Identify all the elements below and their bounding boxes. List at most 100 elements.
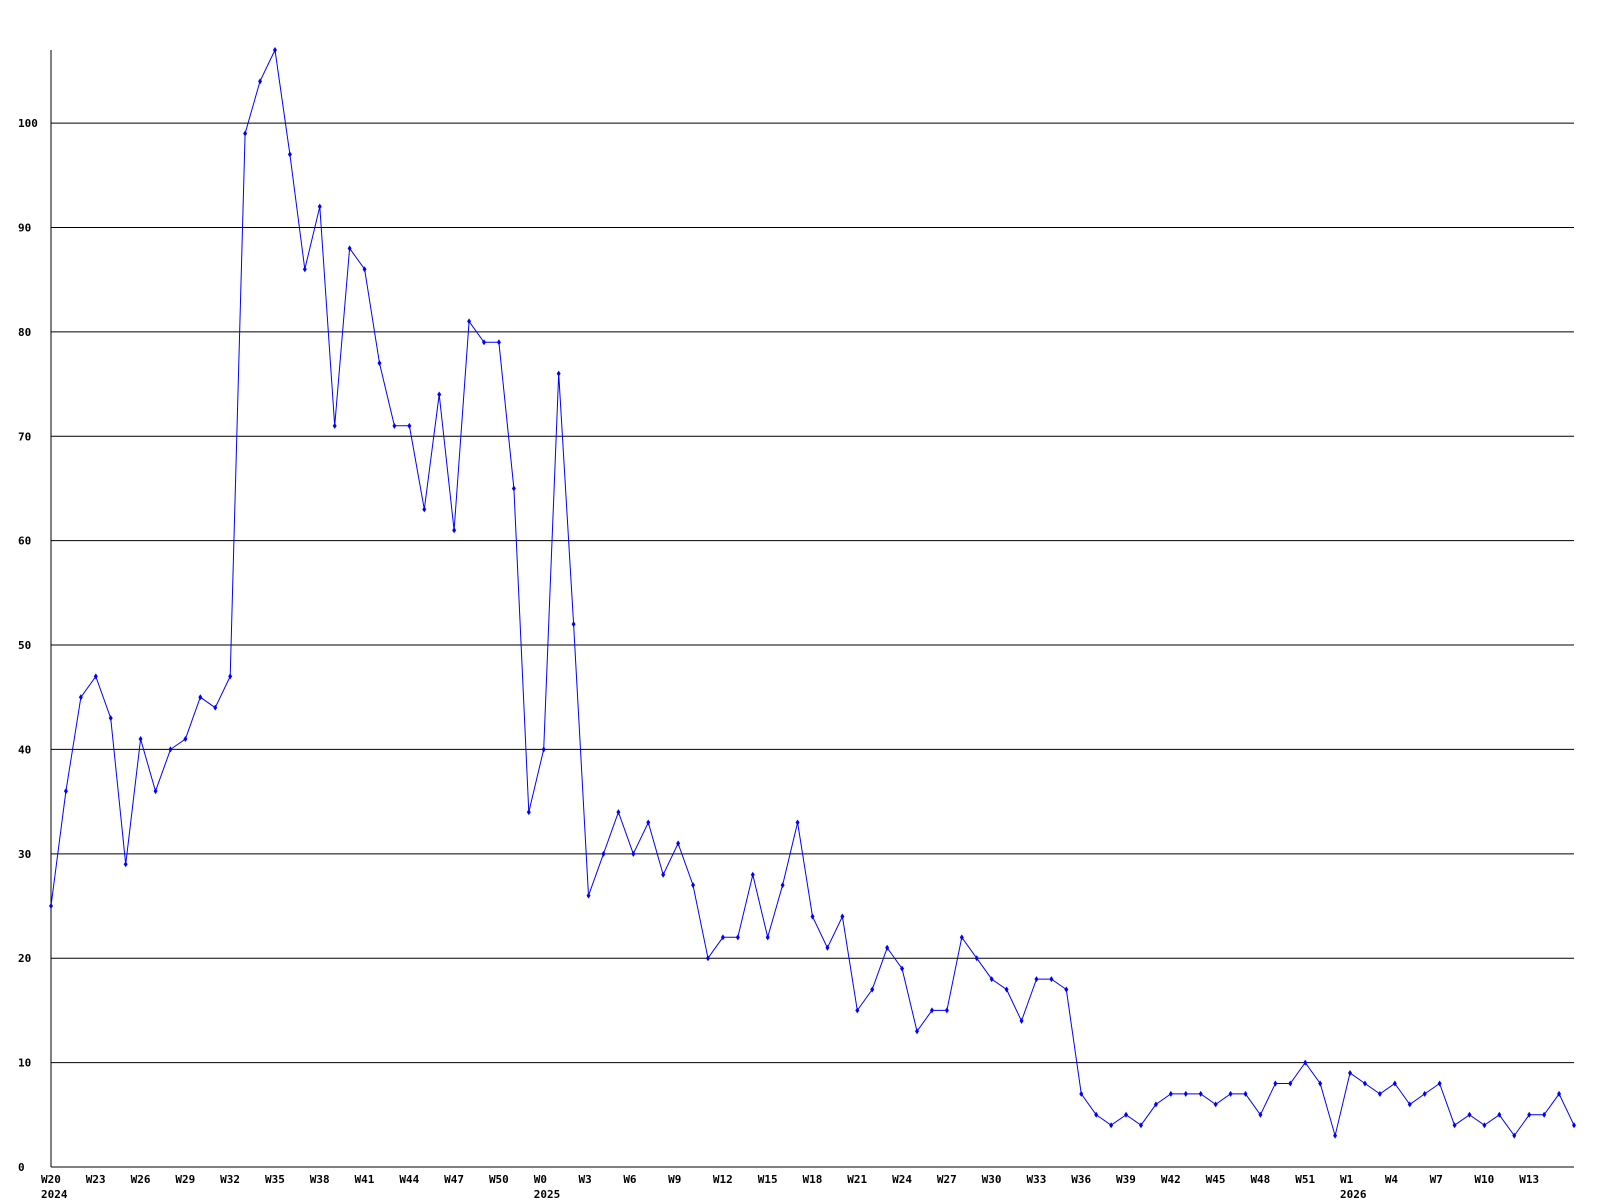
data-point — [526, 809, 531, 816]
data-point — [765, 934, 770, 941]
data-point — [944, 1007, 949, 1014]
y-tick-label: 40 — [18, 743, 31, 756]
data-point — [183, 735, 188, 742]
x-tick-label: W26 — [131, 1173, 151, 1186]
data-point — [482, 339, 487, 346]
data-point — [691, 882, 696, 889]
data-point — [571, 621, 576, 628]
data-point — [556, 370, 561, 377]
x-tick-label: W18 — [803, 1173, 823, 1186]
data-point — [258, 78, 263, 85]
data-point — [243, 130, 248, 137]
data-point — [661, 871, 666, 878]
x-tick-label: W42 — [1161, 1173, 1181, 1186]
data-point — [735, 934, 740, 941]
x-tick-label: W44 — [399, 1173, 419, 1186]
data-point — [1094, 1111, 1099, 1118]
x-tick-label: W47 — [444, 1173, 464, 1186]
data-point — [1004, 986, 1009, 993]
data-point — [1557, 1090, 1562, 1097]
data-point — [1124, 1111, 1129, 1118]
data-point — [915, 1028, 920, 1035]
x-tick-label: W33 — [1026, 1173, 1046, 1186]
data-point — [1527, 1111, 1532, 1118]
data-point — [302, 266, 307, 273]
data-point — [1258, 1111, 1263, 1118]
x-tick-label: W45 — [1206, 1173, 1226, 1186]
data-point — [317, 203, 322, 210]
x-tick-label: W29 — [175, 1173, 195, 1186]
data-point — [586, 892, 591, 899]
x-tick-label: W41 — [355, 1173, 375, 1186]
data-point — [452, 527, 457, 534]
data-point — [929, 1007, 934, 1014]
data-point — [1362, 1080, 1367, 1087]
data-point — [1303, 1059, 1308, 1066]
data-point — [900, 965, 905, 972]
x-tick-label: W51 — [1295, 1173, 1315, 1186]
x-tick-label: W50 — [489, 1173, 509, 1186]
y-tick-label: 100 — [18, 117, 38, 130]
x-tick-label: W10 — [1474, 1173, 1494, 1186]
data-point — [840, 913, 845, 920]
data-point — [1213, 1101, 1218, 1108]
y-tick-label: 60 — [18, 535, 31, 548]
x-year-label: 2026 — [1340, 1188, 1367, 1200]
data-point — [1482, 1122, 1487, 1129]
y-tick-label: 0 — [18, 1161, 25, 1174]
data-point — [1079, 1090, 1084, 1097]
data-point — [1228, 1090, 1233, 1097]
data-point — [1318, 1080, 1323, 1087]
data-point — [123, 861, 128, 868]
data-point — [1019, 1017, 1024, 1024]
data-point — [1497, 1111, 1502, 1118]
data-point — [496, 339, 501, 346]
x-tick-label: W0 — [534, 1173, 547, 1186]
data-point — [63, 788, 68, 795]
data-point — [1138, 1122, 1143, 1129]
data-point — [1064, 986, 1069, 993]
x-tick-label: W23 — [86, 1173, 106, 1186]
data-point — [332, 422, 337, 429]
y-tick-label: 50 — [18, 639, 31, 652]
x-tick-label: W12 — [713, 1173, 733, 1186]
data-point — [885, 944, 890, 951]
x-tick-label: W1 — [1340, 1173, 1354, 1186]
data-point — [138, 735, 143, 742]
data-point — [870, 986, 875, 993]
data-point — [362, 266, 367, 273]
x-tick-label: W15 — [758, 1173, 778, 1186]
data-point — [377, 360, 382, 367]
data-point — [616, 809, 621, 816]
data-point — [347, 245, 352, 252]
data-point — [974, 955, 979, 962]
x-year-label: 2024 — [41, 1188, 68, 1200]
data-point — [1422, 1090, 1427, 1097]
data-point — [1407, 1101, 1412, 1108]
data-point — [1049, 976, 1054, 983]
data-point — [1153, 1101, 1158, 1108]
data-point — [407, 422, 412, 429]
data-point — [1273, 1080, 1278, 1087]
x-tick-label: W4 — [1385, 1173, 1399, 1186]
x-tick-label: W38 — [310, 1173, 330, 1186]
data-point — [1109, 1122, 1114, 1129]
data-point — [1333, 1132, 1338, 1139]
data-point — [1348, 1070, 1353, 1077]
data-point — [631, 850, 636, 857]
y-tick-label: 90 — [18, 221, 31, 234]
data-point — [1288, 1080, 1293, 1087]
data-point — [93, 673, 98, 680]
x-tick-label: W6 — [623, 1173, 637, 1186]
data-point — [287, 151, 292, 158]
data-point — [825, 944, 830, 951]
data-point — [168, 746, 173, 753]
data-line — [50, 48, 1575, 1138]
data-point — [810, 913, 815, 920]
data-point — [1377, 1090, 1382, 1097]
x-tick-label: W30 — [982, 1173, 1002, 1186]
y-tick-label: 80 — [18, 326, 31, 339]
data-point — [676, 840, 681, 847]
data-point — [1542, 1111, 1547, 1118]
series-line — [49, 47, 1576, 1139]
